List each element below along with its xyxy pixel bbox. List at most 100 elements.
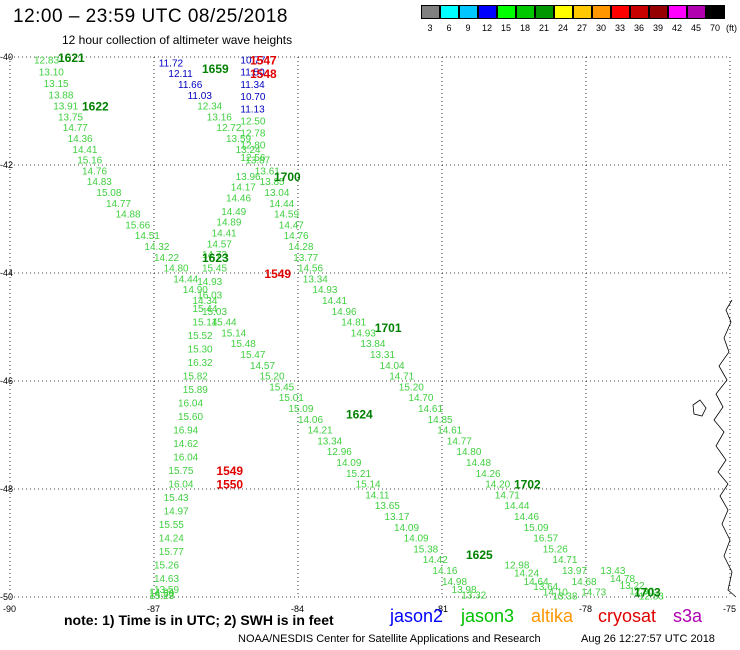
legend-altika: altika <box>531 606 574 626</box>
wave-height-point: 15.44 <box>192 304 217 315</box>
colorbar-swatch <box>497 5 516 19</box>
wave-height-point: 14.10 <box>543 588 568 599</box>
wave-height-point: 13.59 <box>226 134 251 145</box>
wave-height-point: 13.16 <box>207 112 232 123</box>
wave-height-point: 13.96 <box>236 172 261 183</box>
wave-height-point: 14.16 <box>432 566 457 577</box>
wave-height-point: 13.98 <box>452 585 477 596</box>
wave-height-point: 14.94 <box>149 588 174 599</box>
wave-height-point: 14.09 <box>336 458 361 469</box>
wave-height-point: 11.03 <box>188 91 213 102</box>
wave-height-point: 15.38 <box>413 544 438 555</box>
wave-height-point: 15.14 <box>192 318 217 329</box>
wave-height-point: 15.20 <box>399 382 424 393</box>
wave-height-point: 14.61 <box>418 404 443 415</box>
colorbar-label: 42 <box>671 23 682 33</box>
wave-height-point: 14.80 <box>164 264 189 275</box>
wave-height-point: 14.93 <box>197 277 222 288</box>
y-tick-label: -40 <box>0 52 13 62</box>
wave-height-point: 15.30 <box>188 345 213 356</box>
wave-height-point: 12.78 <box>240 129 265 140</box>
wave-height-point: 14.47 <box>279 220 304 231</box>
chart-subtitle: 12 hour collection of altimeter wave hei… <box>62 33 293 47</box>
legend-jason2: jason2 <box>390 606 444 626</box>
x-tick-label: -81 <box>435 604 448 614</box>
colorbar-swatch <box>440 5 459 19</box>
wave-height-point: 16.94 <box>173 426 198 437</box>
time-label: 1549 <box>264 267 291 281</box>
wave-height-point: 14.62 <box>173 439 198 450</box>
wave-height-point: 14.51 <box>135 231 160 242</box>
wave-height-point: 11.34 <box>240 80 265 91</box>
wave-height-point: 12.83 <box>34 56 59 67</box>
wave-height-point: 16.04 <box>168 480 193 491</box>
wave-height-point: 15.43 <box>164 493 189 504</box>
wave-height-point: 14.44 <box>269 199 294 210</box>
wave-height-point: 14.57 <box>207 239 232 250</box>
wave-height-point: 15.09 <box>524 523 549 534</box>
y-tick-label: -46 <box>0 376 13 386</box>
colorbar-label: 21 <box>538 23 549 33</box>
wave-height-point: 13.77 <box>293 253 318 264</box>
wave-height-point: 12.56 <box>240 153 265 164</box>
colorbar-swatch <box>630 5 649 19</box>
wave-height-point: 15.47 <box>240 350 265 361</box>
wave-height-point: 15.55 <box>159 520 184 531</box>
wave-height-point: 12.98 <box>504 561 529 572</box>
colorbar-label: 18 <box>519 23 530 33</box>
wave-height-point: 15.26 <box>543 544 568 555</box>
x-tick-label: -75 <box>723 604 736 614</box>
wave-height-point: 14.76 <box>82 166 107 177</box>
wave-height-point: 14.21 <box>308 426 333 437</box>
wave-height-point: 14.59 <box>274 210 299 221</box>
wave-height-point: 10.70 <box>240 92 265 103</box>
wave-height-point: 14.80 <box>456 447 481 458</box>
wave-height-point: 14.42 <box>423 555 448 566</box>
colorbar-swatch <box>668 5 687 19</box>
time-label: 1622 <box>82 100 109 114</box>
wave-height-point: 13.88 <box>48 90 73 101</box>
timestamp: Aug 26 12:27:57 UTC 2018 <box>581 633 715 645</box>
time-label: 1621 <box>58 51 85 65</box>
wave-height-point: 12.80 <box>240 140 265 151</box>
colorbar-swatch <box>421 5 440 19</box>
wave-height-point: 16.32 <box>188 358 213 369</box>
wave-height-point: 15.60 <box>178 412 203 423</box>
x-tick-label: -87 <box>147 604 160 614</box>
wave-height-point: 13.15 <box>44 79 69 90</box>
wave-height-point: 16.04 <box>178 399 203 410</box>
wave-height-point: 14.70 <box>408 393 433 404</box>
time-label: 1550 <box>216 478 243 492</box>
wave-height-point: 16.03 <box>197 291 222 302</box>
wave-height-point: 13.61 <box>255 166 280 177</box>
wave-height-point: 13.85 <box>260 177 285 188</box>
wave-height-point: 15.23 <box>149 591 174 602</box>
wave-height-point: 14.50 <box>149 589 174 600</box>
wave-height-point: 13.43 <box>600 566 625 577</box>
wave-height-point: 14.41 <box>72 145 97 156</box>
wave-height-point: 14.61 <box>437 426 462 437</box>
wave-height-point: 13.64 <box>533 582 558 593</box>
wave-height-point: 14.97 <box>164 507 189 518</box>
colorbar-swatch <box>573 5 592 19</box>
wave-height-point: 14.49 <box>221 207 246 218</box>
legend-cryosat: cryosat <box>598 606 657 626</box>
wave-height-point: 14.77 <box>63 123 88 134</box>
chart-title: 12:00 – 23:59 UTC 08/25/2018 <box>13 6 288 27</box>
wave-height-point: 14.68 <box>572 577 597 588</box>
wave-height-point: 14.28 <box>288 242 313 253</box>
wave-height-point: 15.45 <box>269 382 294 393</box>
wave-height-point: 15.20 <box>260 372 285 383</box>
wave-height-point: 14.78 <box>610 574 635 585</box>
wave-height-point: 13.17 <box>384 512 409 523</box>
time-label: 1623 <box>202 251 229 265</box>
wave-height-point: 15.01 <box>279 393 304 404</box>
colorbar-label: 33 <box>614 23 625 33</box>
wave-height-point: 14.71 <box>389 372 414 383</box>
wave-height-point: 14.57 <box>250 361 275 372</box>
wave-height-point: 15.66 <box>125 220 150 231</box>
wave-height-point: 14.64 <box>524 577 549 588</box>
wave-height-point: 14.71 <box>552 555 577 566</box>
wave-height-point: 14.46 <box>226 193 251 204</box>
